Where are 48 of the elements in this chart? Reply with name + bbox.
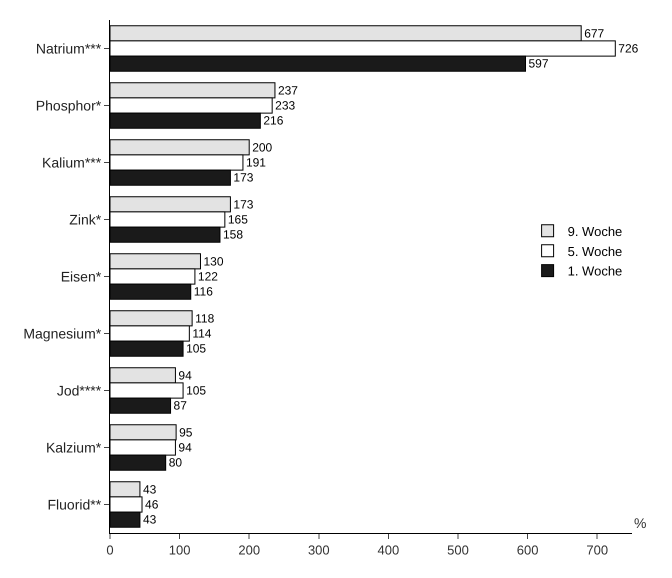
data-label: 46 <box>145 498 159 512</box>
x-tick-label: 200 <box>238 542 260 558</box>
y-tick-label: Kalium*** <box>42 154 102 170</box>
y-tick-label: Magnesium* <box>23 325 102 342</box>
x-tick-label: 400 <box>378 542 400 558</box>
data-label: 191 <box>246 156 266 170</box>
data-label: 95 <box>179 425 193 440</box>
y-tick-label: Fluorid** <box>47 496 102 512</box>
data-label: 165 <box>228 212 248 226</box>
data-label: 200 <box>252 140 273 154</box>
y-tick-label: Kalzium* <box>46 439 102 456</box>
data-label: 597 <box>528 56 549 71</box>
data-label: 118 <box>195 311 215 326</box>
y-tick-label: Jod**** <box>56 382 102 398</box>
data-label: 80 <box>168 456 182 470</box>
x-tick-label: 500 <box>447 542 469 558</box>
data-label: 216 <box>263 114 284 128</box>
data-label: 114 <box>192 326 212 340</box>
data-label: 158 <box>222 228 244 242</box>
legend-label: 9. Woche <box>568 224 622 239</box>
data-label: 43 <box>142 512 157 527</box>
x-tick-label: 0 <box>106 542 114 558</box>
data-label: 130 <box>203 254 224 268</box>
data-label: 677 <box>584 26 605 40</box>
data-label: 94 <box>178 368 192 382</box>
data-label: 233 <box>275 98 296 112</box>
y-tick-label: Eisen* <box>60 268 102 284</box>
data-label: 122 <box>198 270 218 284</box>
data-label: 237 <box>278 83 298 98</box>
x-tick-label: 100 <box>168 542 190 558</box>
data-label: 173 <box>233 197 254 212</box>
data-label: 105 <box>186 384 206 398</box>
y-tick-label: Natrium*** <box>36 40 102 56</box>
x-tick-label: 700 <box>586 542 608 558</box>
x-axis-title: % <box>634 515 646 531</box>
x-tick-label: 300 <box>308 542 330 558</box>
data-label: 94 <box>178 440 192 454</box>
data-label: 43 <box>142 482 157 496</box>
data-label: 173 <box>233 170 254 185</box>
data-label: 87 <box>174 398 188 413</box>
y-tick-label: Phosphor* <box>36 97 102 114</box>
data-label: 726 <box>618 42 639 56</box>
data-label: 105 <box>186 342 206 356</box>
x-tick-label: 600 <box>516 542 538 558</box>
y-tick-label: Zink* <box>69 211 102 228</box>
data-label: 116 <box>194 284 214 299</box>
legend-label: 5. Woche <box>568 244 622 259</box>
legend-label: 1. Woche <box>568 264 622 279</box>
